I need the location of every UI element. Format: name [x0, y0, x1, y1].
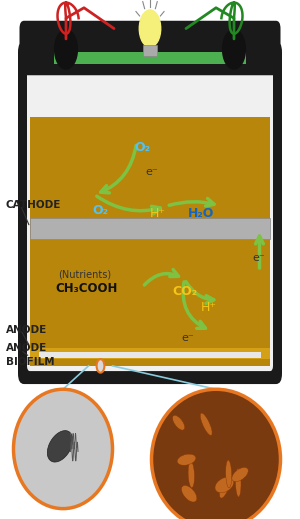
Ellipse shape [226, 460, 232, 488]
Text: H⁺: H⁺ [200, 301, 217, 314]
Ellipse shape [182, 485, 197, 502]
FancyArrowPatch shape [169, 198, 214, 206]
FancyArrowPatch shape [144, 269, 178, 285]
Text: CATHODE: CATHODE [6, 200, 62, 210]
FancyBboxPatch shape [18, 42, 282, 384]
Text: ANODE: ANODE [6, 343, 47, 353]
FancyArrowPatch shape [97, 196, 160, 214]
Ellipse shape [232, 468, 248, 482]
Text: ANODE: ANODE [6, 324, 47, 335]
Text: (Nutrients): (Nutrients) [58, 269, 112, 279]
Circle shape [139, 10, 161, 47]
Text: O₂: O₂ [92, 203, 109, 217]
Ellipse shape [177, 454, 196, 466]
Ellipse shape [236, 469, 241, 497]
Ellipse shape [188, 461, 194, 488]
Ellipse shape [172, 415, 185, 430]
Text: e⁻: e⁻ [252, 253, 265, 263]
Text: O₂: O₂ [134, 141, 151, 155]
Circle shape [223, 30, 245, 69]
Ellipse shape [220, 476, 230, 498]
Bar [54, 52, 246, 64]
Bar [30, 218, 270, 239]
Ellipse shape [47, 431, 73, 462]
Ellipse shape [215, 477, 234, 493]
FancyArrowPatch shape [186, 282, 214, 304]
Bar [39, 352, 261, 358]
Bar [30, 348, 270, 359]
Text: e⁻: e⁻ [145, 167, 158, 177]
Text: BIOFILM: BIOFILM [6, 357, 55, 367]
Circle shape [97, 359, 104, 373]
Text: e⁻: e⁻ [181, 333, 194, 344]
Bar [30, 117, 270, 366]
Ellipse shape [14, 389, 112, 509]
FancyArrowPatch shape [183, 282, 206, 329]
Circle shape [55, 30, 77, 69]
FancyBboxPatch shape [27, 52, 273, 371]
Text: CO₂: CO₂ [172, 285, 197, 298]
Text: H₂O: H₂O [188, 207, 214, 221]
Ellipse shape [200, 413, 212, 435]
Bar [143, 45, 157, 57]
Ellipse shape [152, 389, 280, 519]
FancyBboxPatch shape [20, 21, 281, 75]
FancyArrowPatch shape [101, 145, 136, 193]
Text: H⁺: H⁺ [149, 207, 166, 221]
Text: CH₃COOH: CH₃COOH [56, 281, 118, 295]
